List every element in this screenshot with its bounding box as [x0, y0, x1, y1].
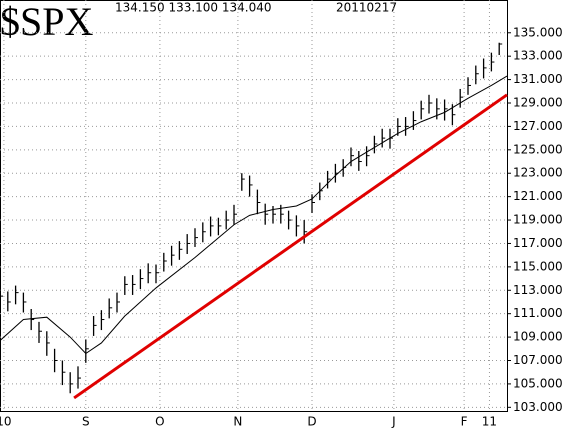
symbol: $SPX — [0, 0, 93, 44]
y-tick-label: 103.000 — [513, 400, 563, 414]
y-tick-label: 113.000 — [513, 283, 563, 297]
y-tick-label: 117.000 — [513, 236, 563, 250]
y-tick-label: 127.000 — [513, 119, 563, 133]
y-tick-label: 121.000 — [513, 189, 563, 203]
y-tick-label: 109.000 — [513, 330, 563, 344]
x-tick-label: 11 — [482, 415, 497, 429]
y-tick-label: 129.000 — [513, 96, 563, 110]
x-tick-label: N — [233, 415, 242, 429]
y-tick-label: 107.000 — [513, 353, 563, 367]
moving-average — [0, 75, 508, 355]
x-tick-label: O — [155, 415, 164, 429]
x-tick-label: F — [461, 415, 468, 429]
y-tick-label: 115.000 — [513, 259, 563, 273]
y-tick-label: 135.000 — [513, 25, 563, 39]
x-tick-label: S — [82, 415, 90, 429]
x-tick-label: D — [307, 415, 316, 429]
y-tick-label: 131.000 — [513, 72, 563, 86]
plot-frame — [0, 0, 508, 412]
y-tick-label: 105.000 — [513, 376, 563, 390]
y-tick-label: 119.000 — [513, 213, 563, 227]
y-tick-label: 123.000 — [513, 166, 563, 180]
x-tick-label: 10 — [0, 415, 12, 429]
date: 20110217 — [336, 1, 397, 15]
y-tick-label: 125.000 — [513, 142, 563, 156]
quote: 134.150 133.100 134.040 — [115, 1, 272, 15]
trendline — [73, 93, 508, 400]
y-tick-label: 133.000 — [513, 49, 563, 63]
x-tick-label: J — [391, 415, 396, 429]
y-tick-label: 111.000 — [513, 306, 563, 320]
